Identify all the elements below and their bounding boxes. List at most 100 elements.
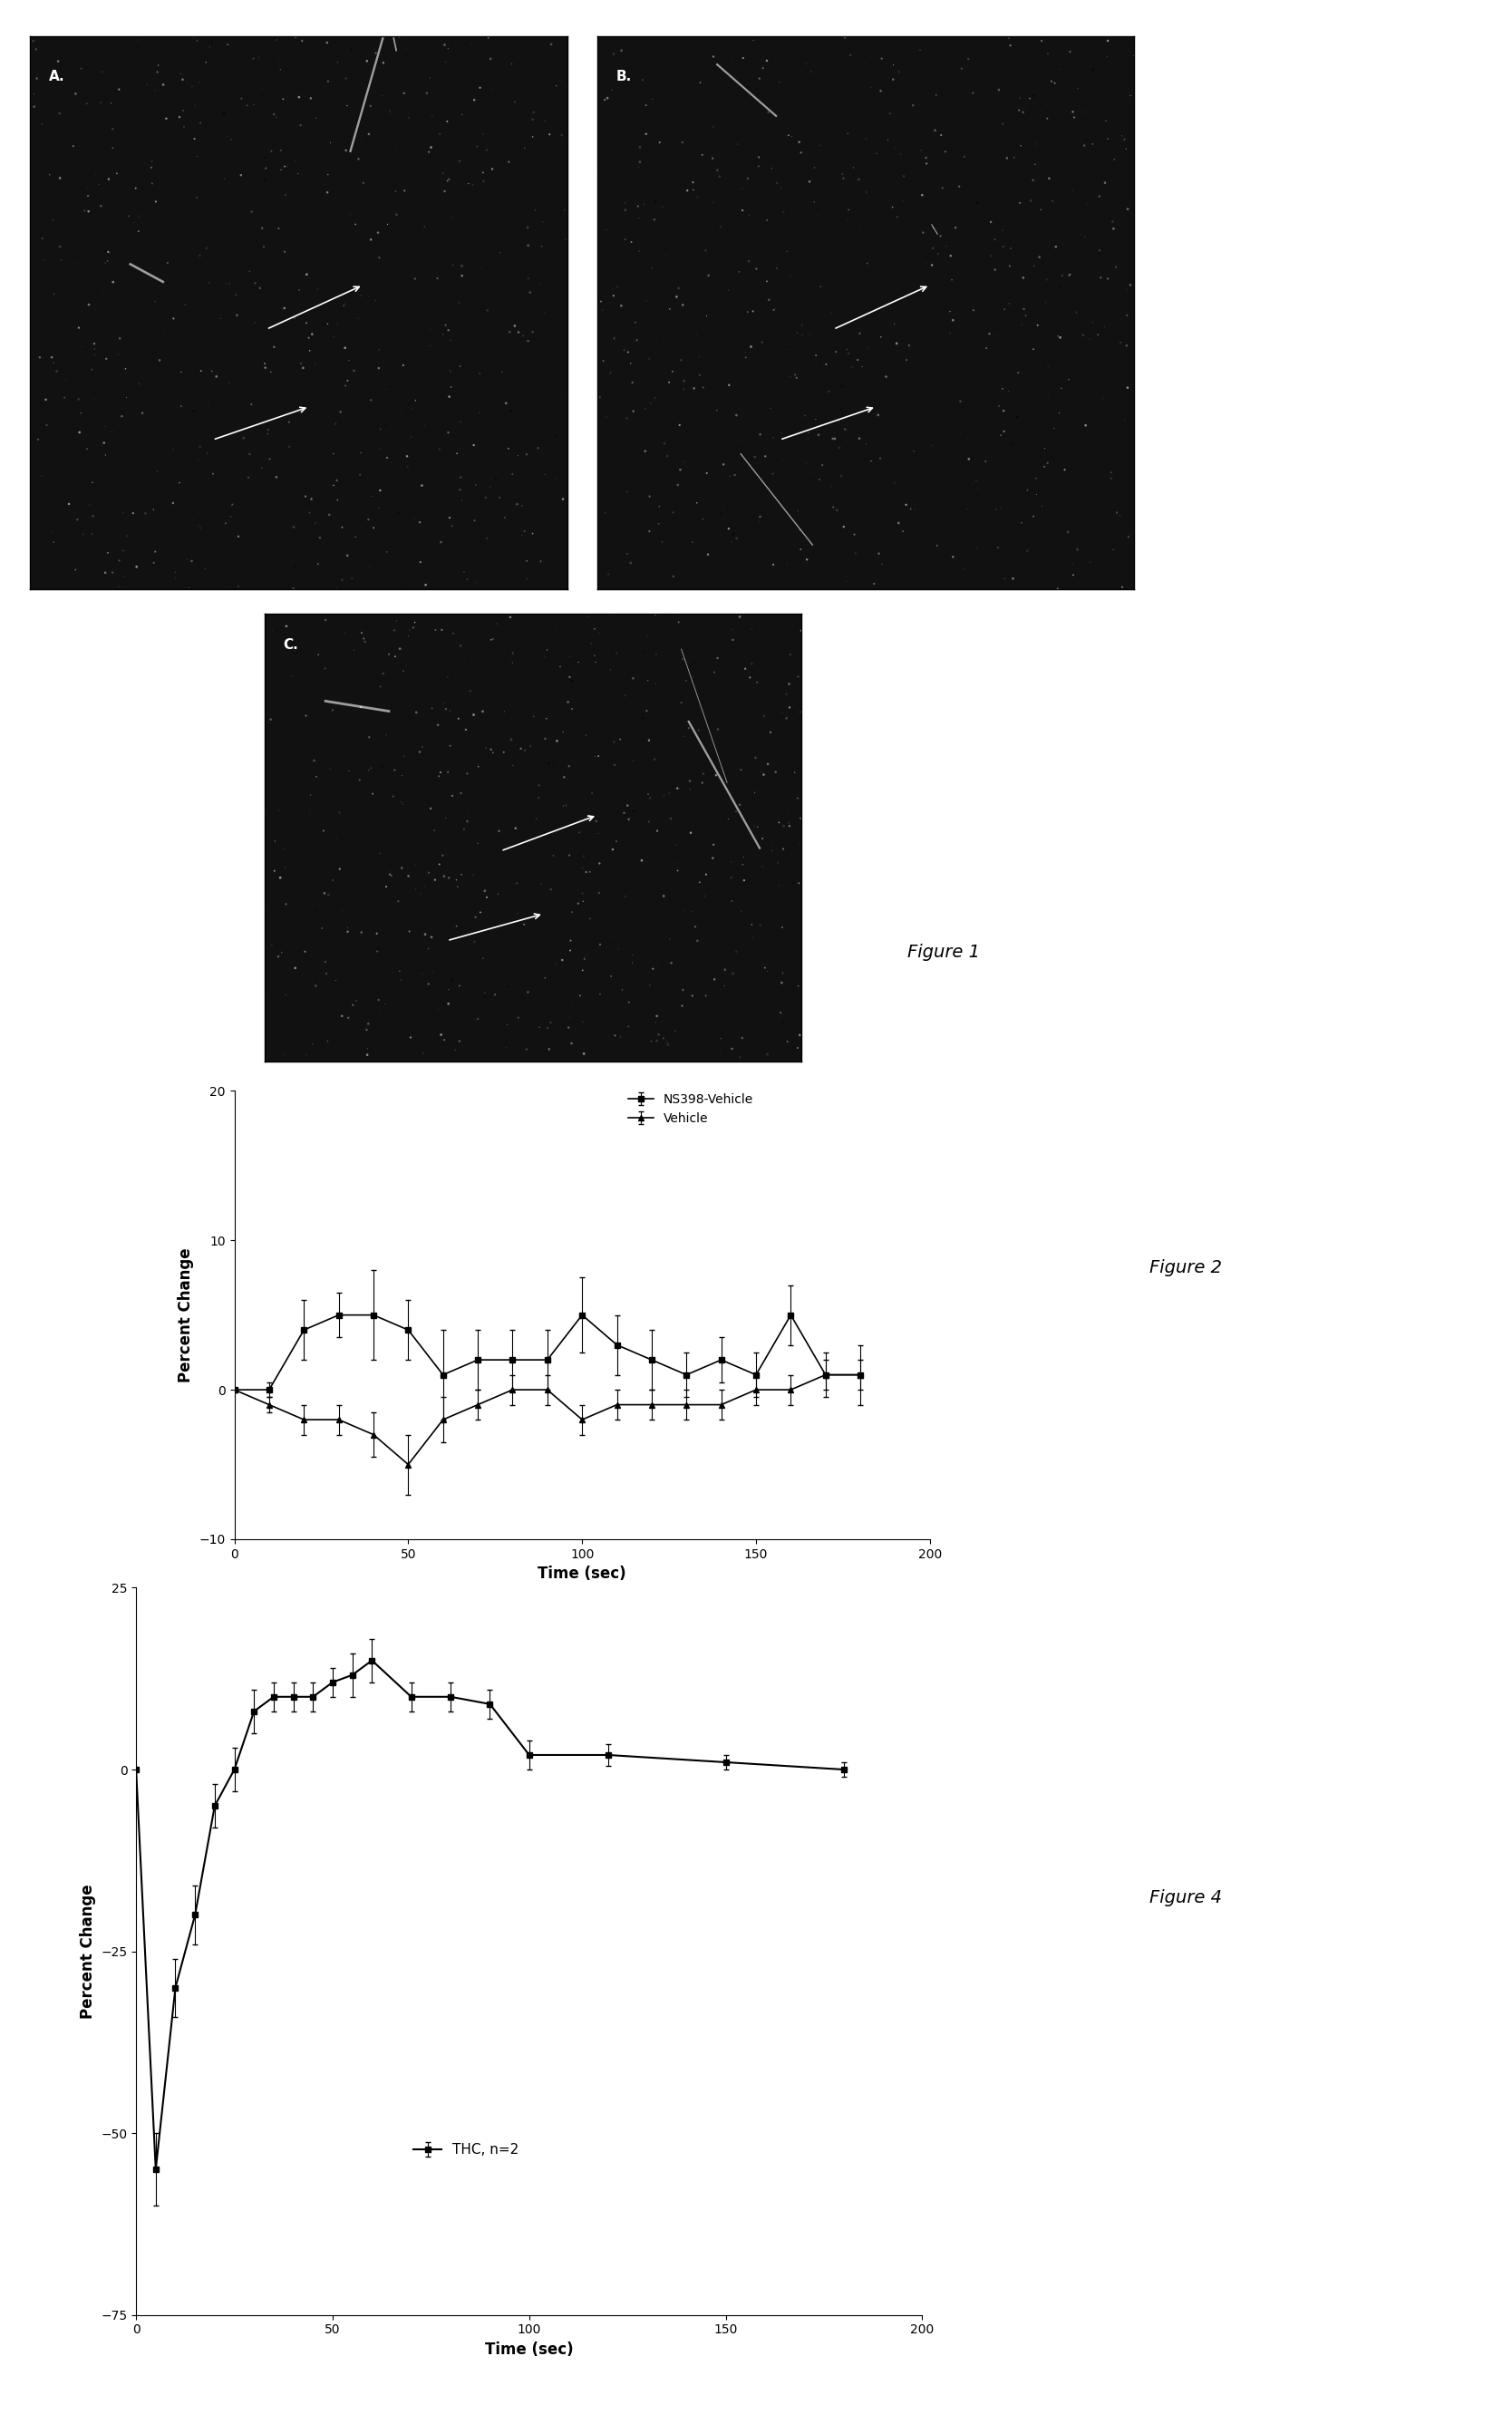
Point bbox=[410, 727, 434, 766]
Point bbox=[387, 630, 411, 669]
Point bbox=[281, 507, 305, 545]
Point bbox=[869, 318, 894, 356]
Point bbox=[597, 730, 621, 768]
Point bbox=[820, 293, 844, 332]
Point bbox=[396, 284, 420, 322]
Point bbox=[313, 601, 337, 640]
Point bbox=[219, 487, 243, 526]
Point bbox=[942, 73, 966, 112]
Point bbox=[1064, 293, 1089, 332]
Point bbox=[1030, 497, 1054, 536]
Point bbox=[310, 909, 334, 948]
Point bbox=[590, 291, 614, 330]
Point bbox=[389, 783, 413, 822]
Point bbox=[859, 441, 883, 480]
Point bbox=[304, 957, 328, 996]
Point bbox=[65, 499, 89, 538]
Point bbox=[1033, 448, 1057, 487]
Point bbox=[259, 351, 283, 390]
Point bbox=[24, 58, 48, 97]
Point bbox=[243, 303, 268, 342]
Point bbox=[1072, 126, 1096, 165]
Point bbox=[355, 1030, 380, 1069]
Point bbox=[83, 288, 107, 327]
Point bbox=[487, 812, 511, 851]
Point bbox=[402, 604, 426, 642]
Point bbox=[665, 594, 689, 633]
Point bbox=[215, 264, 239, 303]
Point bbox=[732, 39, 756, 78]
Point bbox=[712, 492, 736, 531]
Point bbox=[82, 325, 106, 364]
Point bbox=[587, 737, 611, 776]
Point bbox=[736, 242, 761, 281]
Point bbox=[513, 511, 537, 550]
Point bbox=[330, 560, 354, 599]
Point bbox=[768, 994, 792, 1033]
Point bbox=[868, 70, 892, 109]
Point bbox=[348, 761, 372, 800]
Point bbox=[848, 208, 872, 247]
Point bbox=[369, 747, 393, 785]
Point bbox=[89, 143, 113, 182]
Point bbox=[304, 967, 328, 1006]
Point bbox=[246, 39, 271, 78]
Point bbox=[948, 412, 972, 451]
Point bbox=[638, 511, 662, 550]
Point bbox=[408, 543, 432, 582]
Point bbox=[807, 461, 832, 499]
Point bbox=[467, 199, 491, 238]
Point bbox=[357, 718, 381, 756]
Point bbox=[375, 206, 399, 245]
Point bbox=[603, 245, 627, 284]
Point bbox=[620, 364, 644, 402]
Point bbox=[854, 172, 878, 211]
Point bbox=[1002, 138, 1027, 177]
Point bbox=[627, 143, 652, 182]
Point bbox=[417, 133, 442, 172]
Point bbox=[872, 189, 897, 228]
Point bbox=[1048, 318, 1072, 356]
Point bbox=[726, 124, 750, 162]
Point bbox=[974, 441, 998, 480]
Point bbox=[274, 885, 298, 924]
Point bbox=[437, 970, 461, 1008]
Point bbox=[187, 427, 212, 465]
Point bbox=[541, 836, 565, 875]
Point bbox=[874, 356, 898, 395]
Point bbox=[668, 679, 692, 718]
Point bbox=[658, 919, 682, 957]
Point bbox=[449, 856, 473, 894]
Point bbox=[508, 730, 532, 768]
Point bbox=[1034, 259, 1058, 298]
Point bbox=[835, 511, 859, 550]
Point bbox=[798, 53, 823, 92]
Point bbox=[869, 39, 894, 78]
Point bbox=[446, 131, 470, 170]
Point bbox=[956, 39, 980, 78]
Point bbox=[960, 465, 984, 504]
Point bbox=[420, 996, 445, 1035]
Point bbox=[786, 778, 810, 817]
Point bbox=[809, 267, 833, 305]
Point bbox=[682, 368, 706, 407]
Point bbox=[496, 1006, 520, 1045]
Point bbox=[606, 931, 631, 970]
Point bbox=[378, 95, 402, 133]
Point bbox=[467, 354, 491, 393]
Point bbox=[272, 148, 296, 187]
Point bbox=[721, 955, 745, 994]
Point bbox=[395, 436, 419, 475]
Point bbox=[88, 196, 112, 235]
Point bbox=[38, 155, 62, 194]
Point bbox=[390, 686, 414, 725]
Point bbox=[503, 810, 528, 848]
Point bbox=[490, 351, 514, 390]
Point bbox=[1037, 160, 1061, 199]
Point bbox=[544, 417, 569, 456]
Point bbox=[629, 841, 653, 880]
Point bbox=[854, 119, 878, 158]
Point bbox=[396, 99, 420, 138]
Point bbox=[627, 128, 652, 167]
Point bbox=[537, 744, 561, 783]
